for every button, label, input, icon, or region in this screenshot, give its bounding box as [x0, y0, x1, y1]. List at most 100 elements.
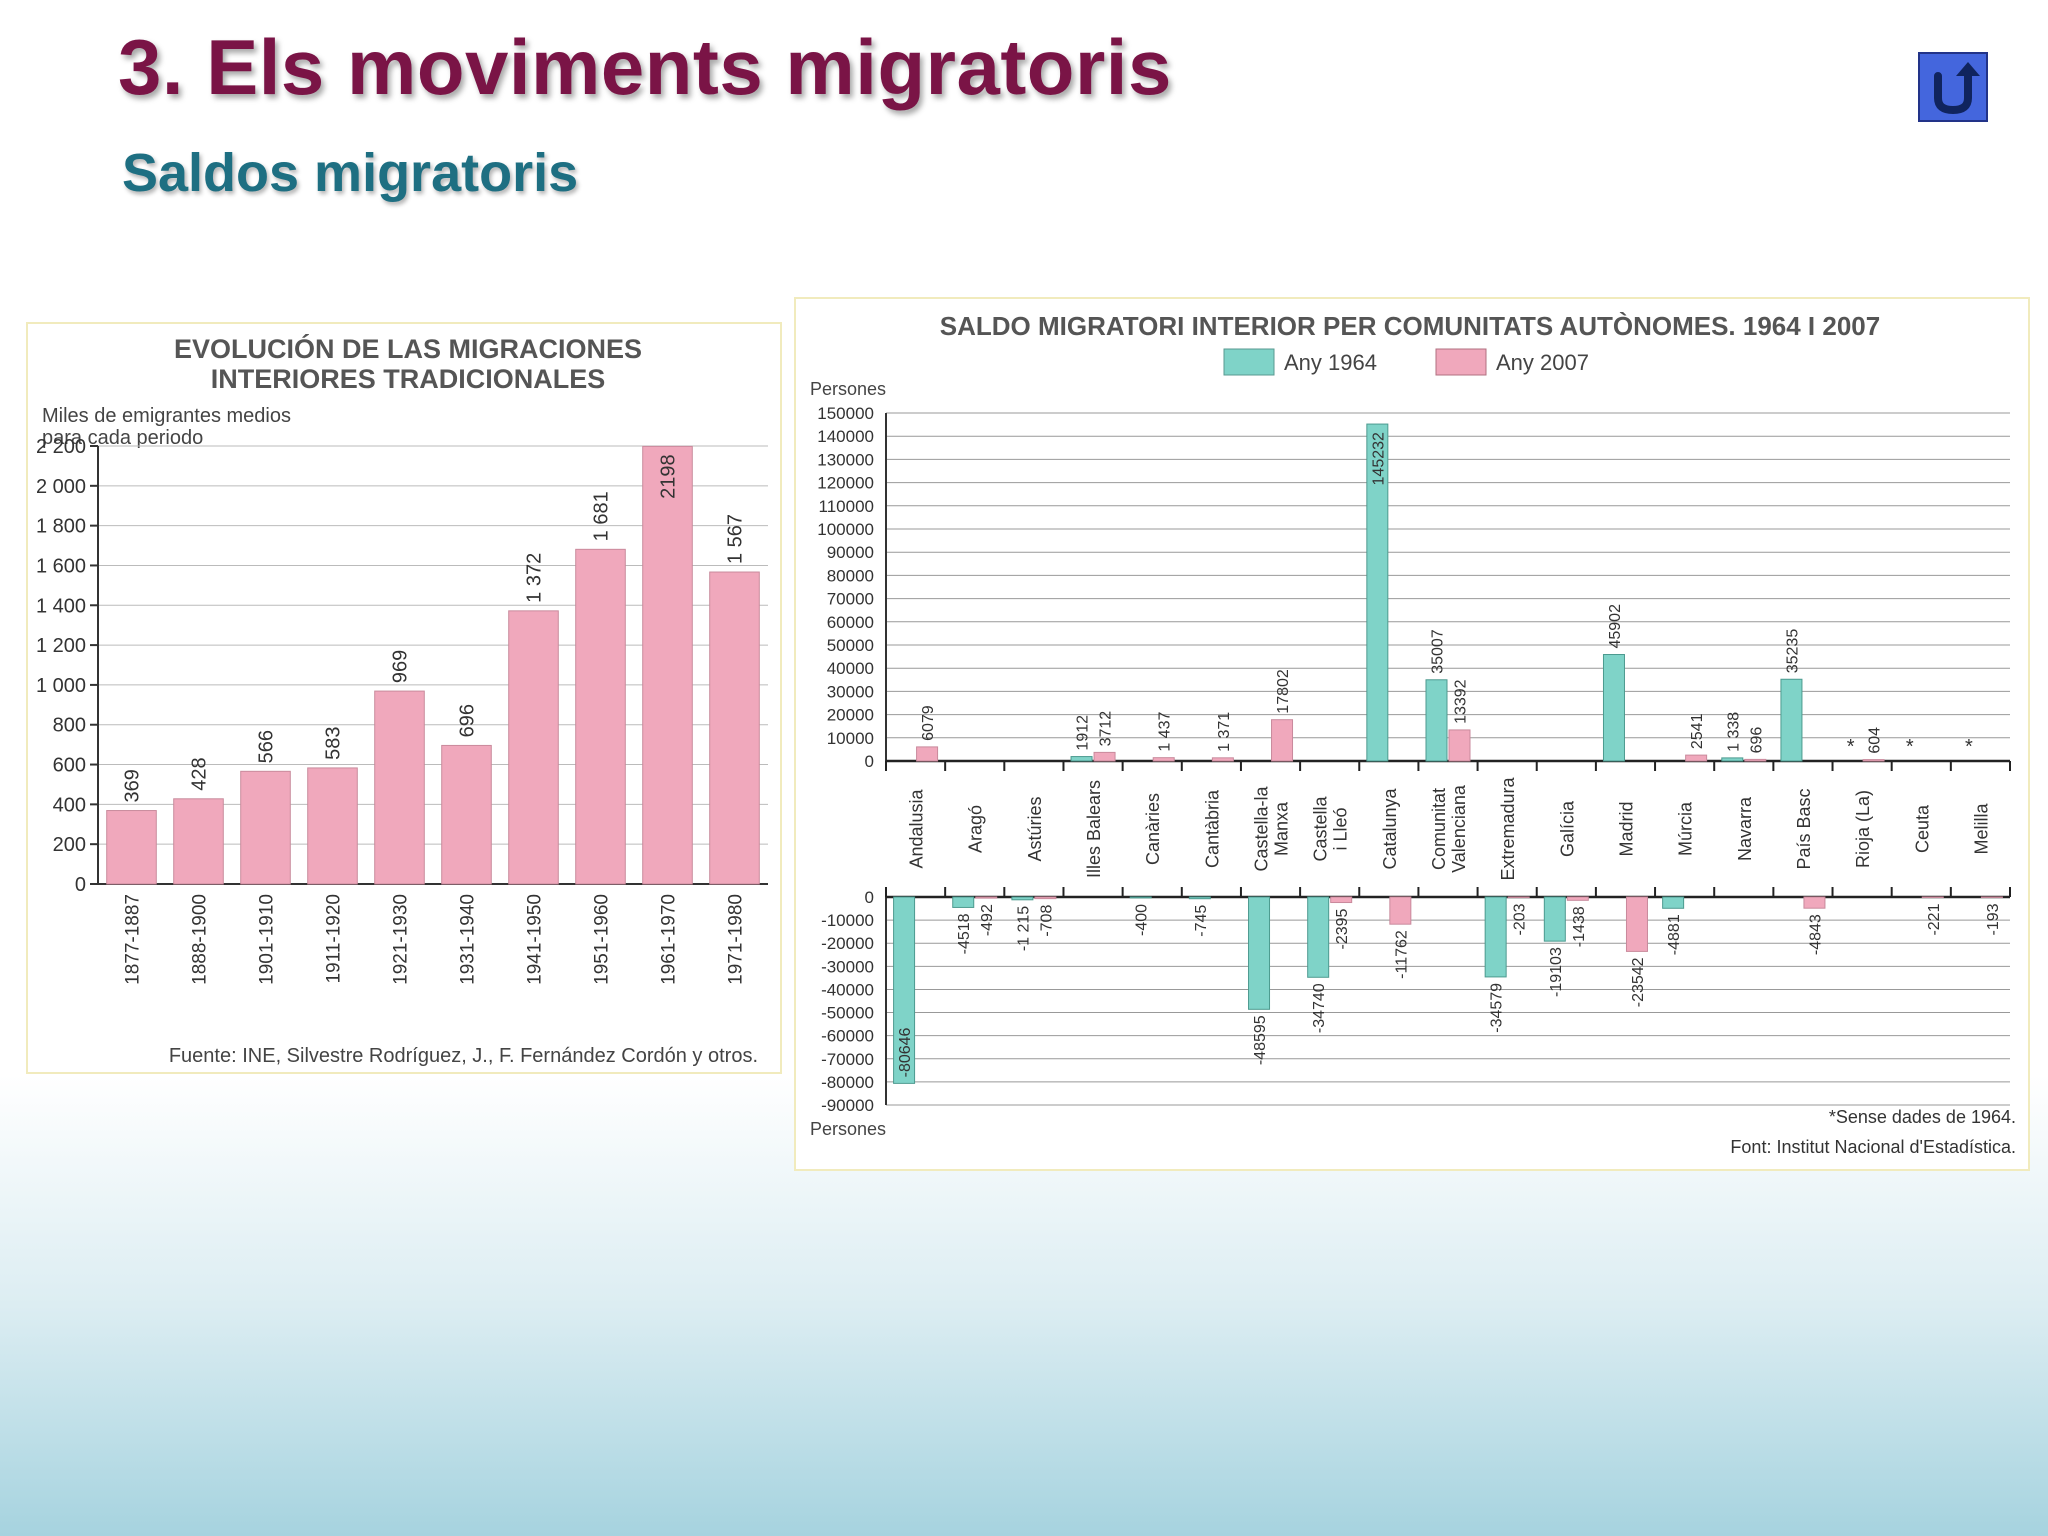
chart1-ytick-label: 1 400	[36, 595, 86, 617]
chart2-bar	[1780, 678, 1803, 762]
chart2-ytick-label: -60000	[821, 1027, 874, 1046]
chart1-bar	[240, 770, 291, 885]
chart2-category-label: Extremadura	[1498, 776, 1518, 880]
chart2-value-label: 604	[1867, 727, 1884, 754]
chart2-legend: Any 1964 Any 2007	[1223, 348, 1589, 376]
chart2-value-label: -492	[979, 904, 996, 936]
chart2-bar	[1188, 896, 1211, 900]
chart2-missing-marker: *	[1847, 736, 1855, 758]
chart2-ytick-label: 60000	[827, 613, 874, 632]
chart2-category-label: Cantàbria	[1202, 789, 1222, 868]
chart2-category-label: Navarra	[1735, 796, 1755, 861]
chart2-value-label: -34579	[1489, 983, 1506, 1033]
chart2-value-label: -4881	[1666, 914, 1683, 955]
regional-migration-balance-chart-svg: SALDO MIGRATORI INTERIOR PER COMUNITATS …	[810, 311, 2016, 1157]
chart2-ytick-label: 30000	[827, 682, 874, 701]
chart2-category-label: Múrcia	[1676, 801, 1696, 856]
chart2-ytick-label: 10000	[827, 729, 874, 748]
chart2-bars: -80646 6079 -4518 -492 -1 215 -708 1912 3712 -40…	[893, 423, 2003, 1084]
chart1-category-label: 1971-1980	[726, 894, 747, 985]
chart2-bar	[975, 896, 998, 899]
chart2-ytick-label: 130000	[817, 450, 874, 469]
chart2-value-label: -19103	[1548, 947, 1565, 997]
chart1-category-label: 1961-1970	[659, 894, 680, 985]
chart1-category-label: 1901-1910	[257, 894, 278, 985]
chart2-bar	[1366, 423, 1389, 762]
chart1-value-label: 1 681	[591, 491, 613, 541]
chart2-value-label: -4843	[1807, 914, 1824, 955]
chart1-bar	[642, 445, 693, 885]
chart2-category-label: Rioja (La)	[1853, 790, 1873, 868]
chart2-ytick-label: -90000	[821, 1096, 874, 1115]
chart1-category-label: 1911-1920	[324, 894, 345, 983]
chart1-value-label: 583	[323, 727, 345, 760]
chart2-category-label: Ceuta	[1912, 804, 1932, 853]
chart2-ytick-label: -20000	[821, 934, 874, 953]
chart2-ytick-label: -70000	[821, 1050, 874, 1069]
chart1-bar	[441, 744, 492, 885]
chart1-title-line-1: EVOLUCIÓN DE LAS MIGRACIONES	[174, 333, 642, 364]
chart1-value-label: 969	[390, 650, 412, 683]
chart1-value-label: 696	[457, 704, 479, 737]
chart2-bar	[1566, 896, 1589, 901]
chart2-ytick-label: -10000	[821, 911, 874, 930]
chart1-value-label: 369	[122, 769, 144, 802]
chart1-ylabel-line-2: para cada periodo	[42, 427, 203, 449]
chart2-bar	[1070, 756, 1093, 762]
chart2-value-label: 696	[1748, 727, 1765, 754]
chart2-bar	[1425, 679, 1448, 762]
chart2-category-label: Canàries	[1143, 793, 1163, 865]
chart2-value-label: 1 338	[1725, 712, 1742, 752]
chart2-category-label: Illes Balears	[1084, 780, 1104, 878]
chart2-bar	[893, 896, 916, 1084]
chart2-value-label: -1 215	[1015, 906, 1032, 951]
chart2-category-label: Andalusia	[907, 788, 927, 868]
chart2-bar	[952, 896, 975, 908]
chart2-category-label: Melilla	[1971, 803, 1991, 855]
chart2-bar	[1152, 757, 1175, 762]
chart2-bar	[1744, 758, 1767, 762]
chart1-category-label: 1931-1940	[458, 894, 479, 985]
chart2-category-label: Astúries	[1025, 796, 1045, 861]
chart1-ytick-label: 1 200	[36, 635, 86, 657]
chart2-value-label: -4518	[956, 913, 973, 954]
chart2-ytick-label: -30000	[821, 957, 874, 976]
chart2-bar	[1803, 896, 1826, 909]
chart2-ytick-label: 100000	[817, 520, 874, 539]
chart2-category-label: Galícia	[1557, 800, 1577, 857]
chart1-ytick-label: 1 800	[36, 516, 86, 538]
chart1-source: Fuente: INE, Silvestre Rodríguez, J., F.…	[169, 1045, 758, 1067]
chart2-bar	[1211, 757, 1234, 762]
back-button[interactable]	[1918, 52, 1988, 122]
chart2-category-label: Castella-la	[1252, 786, 1272, 872]
chart2-value-label: 35007	[1430, 629, 1447, 674]
chart1-bar	[575, 548, 626, 885]
chart2-value-label: -2395	[1334, 908, 1351, 949]
chart2-value-label: -400	[1134, 904, 1151, 936]
chart1-ytick-label: 2 000	[36, 476, 86, 498]
chart1-bar	[508, 610, 559, 885]
chart1-value-label: 1 567	[725, 514, 747, 564]
chart2-ytick-label: 110000	[819, 497, 874, 516]
chart1-value-label: 566	[256, 730, 278, 763]
chart1-category-label: 1951-1960	[592, 894, 613, 985]
chart1-ytick-label: 200	[53, 834, 86, 856]
chart2-ytick-label: 0	[865, 888, 874, 907]
chart1-bar	[307, 767, 358, 885]
chart2-source: Font: Institut Nacional d'Estadística.	[1730, 1137, 2016, 1157]
chart2-bar	[1011, 896, 1034, 901]
chart2-ytick-label: 150000	[817, 404, 874, 423]
chart2-value-label: -48595	[1252, 1015, 1269, 1065]
chart2-bar	[1543, 896, 1566, 942]
chart2-ytick-label: 80000	[827, 566, 874, 585]
chart2-bar	[1448, 729, 1471, 762]
chart2-missing-marker: *	[1906, 736, 1914, 758]
chart2-value-label: 2541	[1689, 713, 1706, 749]
chart2-ytick-label: 50000	[827, 636, 874, 655]
chart2-bar	[1271, 719, 1294, 762]
chart2-category-label: Castella	[1311, 795, 1331, 861]
slide-title: 3. Els moviments migratoris	[118, 23, 1172, 111]
chart2-value-label: -80646	[897, 1027, 914, 1077]
chart2-value-label: -193	[1985, 903, 2002, 935]
chart2-ytick-label: -80000	[821, 1073, 874, 1092]
